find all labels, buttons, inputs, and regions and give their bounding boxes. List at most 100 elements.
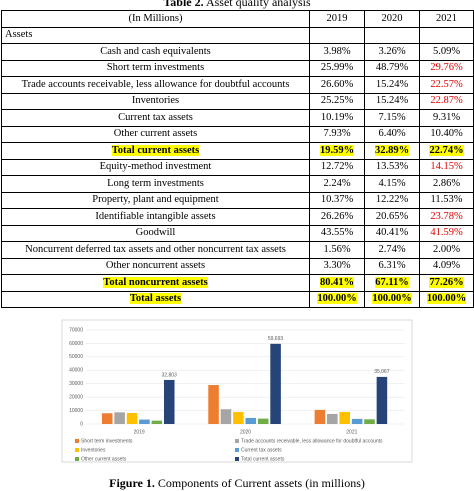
cell-text: 10.19%	[320, 111, 354, 123]
x-tick-label: 2021	[346, 429, 357, 435]
cell-text: 15.24%	[375, 78, 409, 90]
cell-text: Goodwill	[135, 227, 176, 239]
y-tick-label: 20000	[69, 394, 83, 400]
bar	[270, 343, 281, 424]
cell-text: 41.59%	[430, 227, 463, 239]
cell-text: 7.15%	[378, 111, 406, 123]
legend-label: Inventories	[81, 447, 106, 453]
legend-swatch	[235, 448, 239, 452]
cell-text: Other current assets	[113, 128, 198, 140]
bar	[257, 418, 269, 424]
cell-text: 19.59%	[319, 144, 355, 156]
title-label: Table 2.	[163, 0, 204, 9]
data-label: 32,803	[162, 372, 178, 378]
cell-text: Inventories	[131, 95, 180, 107]
table-cell: 100.00%	[419, 290, 474, 308]
cell-text: 100.00%	[426, 293, 467, 305]
bar	[151, 420, 163, 424]
table-cell: 100.00%	[309, 290, 365, 308]
cell-text: 48.79%	[375, 62, 409, 74]
cell-text: 32.89%	[374, 144, 410, 156]
cell-text: 2.74%	[378, 243, 406, 255]
table-row: Equity-method investment 12.72% 13.53% 14.1…	[1, 158, 474, 176]
bar	[208, 385, 219, 424]
table-row: Goodwill 43.55% 40.41% 41.59%	[1, 224, 474, 242]
cell-text: 22.57%	[430, 78, 463, 90]
cell-text: 2.24%	[323, 177, 351, 189]
bar	[233, 411, 244, 424]
cell-text: Property, plant and equipment	[92, 194, 219, 206]
cell-text: 77.26%	[429, 276, 464, 288]
bar	[314, 409, 326, 424]
cell-text: Total noncurrent assets	[103, 276, 208, 288]
asset-table: (In Millions) 2019 2020 2021 Assets Cash and …	[1, 10, 474, 308]
cell-text: Trade accounts receivable, less allowanc…	[21, 78, 290, 90]
legend-swatch	[235, 457, 239, 461]
cell-text: 10.40%	[430, 128, 463, 140]
cell-text: Short term investments	[106, 62, 205, 74]
bar	[327, 413, 338, 424]
cell-text: 40.41%	[375, 227, 409, 239]
cell-text: Equity-method investment	[99, 161, 212, 173]
table-row: Other noncurrent assets 3.30% 6.31% 4.09%	[1, 257, 474, 275]
bar	[126, 412, 138, 424]
table-cell: 100.00%	[364, 290, 420, 308]
x-tick-label: 2020	[240, 429, 251, 435]
cell-text: Current tax assets	[118, 111, 193, 123]
legend-swatch	[75, 439, 79, 443]
y-tick-label: 0	[80, 421, 83, 427]
cell-text: 6.40%	[378, 128, 406, 140]
cell-text: 12.72%	[320, 161, 354, 173]
data-label: 59,693	[268, 336, 284, 342]
bar	[114, 412, 125, 424]
total-row: Total assets 100.00% 100.00% 100.00%	[1, 290, 474, 308]
cell-text: 23.78%	[430, 210, 463, 222]
cell-text: Noncurrent deferred tax assets and other…	[25, 243, 286, 255]
cell-text: Total assets	[129, 293, 182, 305]
legend-label: Trade accounts receivable, less allowanc…	[241, 438, 383, 444]
legend-swatch	[75, 457, 79, 461]
y-tick-label: 30000	[69, 381, 83, 387]
table-cell: Total assets	[1, 290, 310, 308]
cell-text: 100.00%	[317, 293, 357, 305]
legend-label: Current tax assets	[241, 447, 282, 453]
cell-text: Cash and cash equivalents	[100, 45, 211, 57]
cell-text: 67.11%	[375, 276, 409, 288]
y-tick-label: 40000	[69, 368, 83, 374]
bar	[220, 409, 232, 424]
legend-label: Short term investments	[81, 438, 133, 444]
title-text: Asset quality analysis	[205, 0, 311, 9]
data-label: 35,067	[374, 369, 390, 375]
cell-text: Identifiable intangible assets	[95, 210, 216, 222]
table-row: Identifiable intangible assets 26.26% 20.6…	[1, 208, 474, 226]
total-row: Total current assets 19.59% 32.89% 22.74%	[1, 142, 474, 160]
caption-label: Figure 1.	[109, 476, 155, 490]
cell-text: 26.26%	[320, 210, 354, 222]
cell-text: 2.86%	[432, 177, 461, 189]
legend-swatch	[235, 439, 239, 443]
bar	[245, 417, 257, 424]
legend-swatch	[75, 448, 79, 452]
total-row: Total noncurrent assets 80.41% 67.11% 77.26…	[1, 274, 474, 292]
cell-text: 11.53%	[430, 194, 463, 206]
legend-label: Total current assets	[241, 456, 285, 462]
table-row: Other current assets 7.93% 6.40% 10.40%	[1, 125, 474, 143]
cell-text: 10.37%	[320, 194, 354, 206]
cell-text: 43.55%	[320, 227, 354, 239]
y-tick-label: 50000	[69, 354, 83, 360]
bar	[376, 376, 388, 424]
cell-text: 2.00%	[432, 243, 461, 255]
cell-text: 25.25%	[320, 95, 354, 107]
bar	[339, 411, 350, 424]
bar	[139, 419, 150, 424]
cell-text: Long term investments	[107, 177, 204, 189]
table-cell: 22.74%	[419, 142, 474, 160]
cell-text: 7.93%	[323, 128, 351, 140]
bar	[163, 379, 175, 424]
legend-label: Other current assets	[81, 456, 127, 462]
cell-text: Total current assets	[111, 144, 200, 156]
cell-text: 26.60%	[320, 78, 354, 90]
y-tick-label: 60000	[69, 341, 83, 347]
